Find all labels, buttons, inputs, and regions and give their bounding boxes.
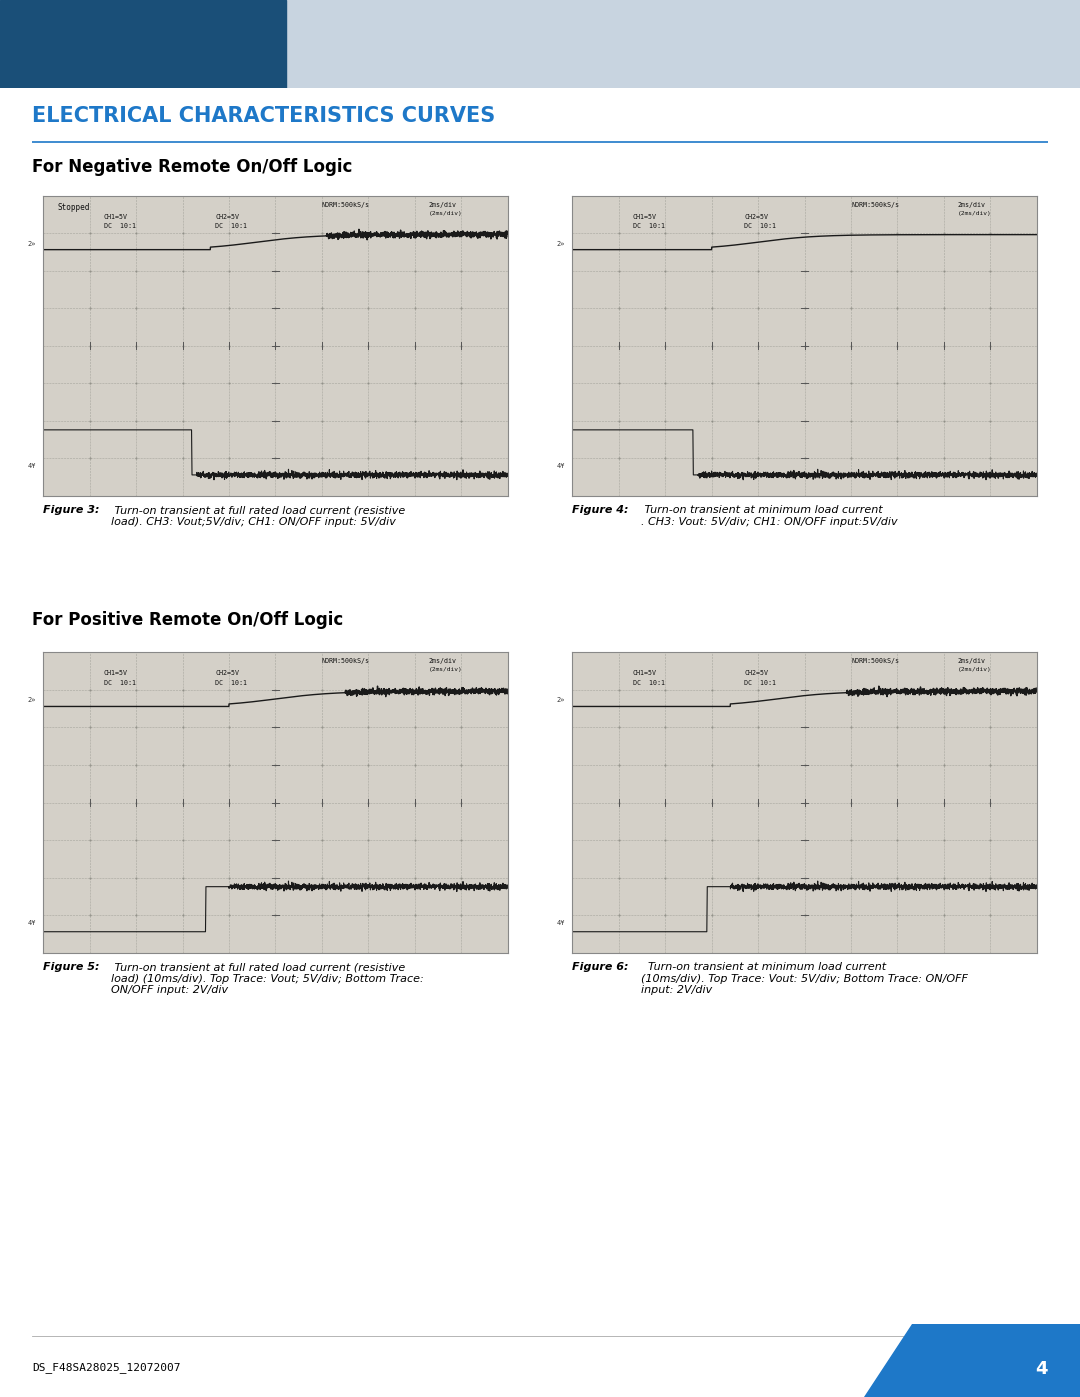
Text: DC  10:1: DC 10:1 <box>215 680 247 686</box>
Text: Figure 4:: Figure 4: <box>572 506 629 515</box>
Text: DC  10:1: DC 10:1 <box>104 680 136 686</box>
Text: Figure 5:: Figure 5: <box>43 963 99 972</box>
Text: CH2=5V: CH2=5V <box>744 214 768 219</box>
Text: 2»: 2» <box>28 697 37 704</box>
Text: DC  10:1: DC 10:1 <box>633 680 665 686</box>
Text: For Negative Remote On/Off Logic: For Negative Remote On/Off Logic <box>32 158 353 176</box>
Text: CH1=5V: CH1=5V <box>104 214 127 219</box>
Text: 2»: 2» <box>557 240 566 247</box>
Text: 4: 4 <box>1035 1361 1048 1379</box>
Text: (2ms/div): (2ms/div) <box>429 211 462 215</box>
Text: NORM:500kS/s: NORM:500kS/s <box>322 201 369 208</box>
Text: 4¥: 4¥ <box>557 919 566 926</box>
Text: 2»: 2» <box>557 697 566 704</box>
Text: Turn-on transient at minimum load current
(10ms/div). Top Trace: Vout: 5V/div; B: Turn-on transient at minimum load curren… <box>640 963 968 995</box>
Text: CH1=5V: CH1=5V <box>633 671 657 676</box>
Text: CH1=5V: CH1=5V <box>104 671 127 676</box>
Text: DC  10:1: DC 10:1 <box>744 224 777 229</box>
Text: DC  10:1: DC 10:1 <box>104 224 136 229</box>
Text: CH2=5V: CH2=5V <box>215 214 239 219</box>
Text: 2ms/div: 2ms/div <box>958 201 986 208</box>
Text: DC  10:1: DC 10:1 <box>215 224 247 229</box>
Text: 2»: 2» <box>28 240 37 247</box>
Text: NORM:500kS/s: NORM:500kS/s <box>851 658 899 665</box>
Text: NORM:500kS/s: NORM:500kS/s <box>322 658 369 665</box>
Text: CH2=5V: CH2=5V <box>215 671 239 676</box>
Text: 4¥: 4¥ <box>28 462 37 469</box>
Text: 2ms/div: 2ms/div <box>958 658 986 665</box>
Text: Turn-on transient at full rated load current (resistive
load). CH3: Vout;5V/div;: Turn-on transient at full rated load cur… <box>111 506 406 527</box>
Bar <box>0 0 286 88</box>
Text: Turn-on transient at minimum load current
. CH3: Vout: 5V/div; CH1: ON/OFF input: Turn-on transient at minimum load curren… <box>640 506 897 527</box>
Text: 2ms/div: 2ms/div <box>429 658 457 665</box>
Text: NORM:500kS/s: NORM:500kS/s <box>851 201 899 208</box>
Text: 4¥: 4¥ <box>28 919 37 926</box>
Text: (2ms/div): (2ms/div) <box>958 211 991 215</box>
Text: CH2=5V: CH2=5V <box>744 671 768 676</box>
Text: DC  10:1: DC 10:1 <box>744 680 777 686</box>
Text: 2ms/div: 2ms/div <box>429 201 457 208</box>
Text: For Positive Remote On/Off Logic: For Positive Remote On/Off Logic <box>32 612 343 629</box>
Text: DC  10:1: DC 10:1 <box>633 224 665 229</box>
Text: ELECTRICAL CHARACTERISTICS CURVES: ELECTRICAL CHARACTERISTICS CURVES <box>32 106 496 126</box>
Text: 4¥: 4¥ <box>557 462 566 469</box>
Polygon shape <box>864 1324 1080 1397</box>
Text: (2ms/div): (2ms/div) <box>429 668 462 672</box>
Text: DS_F48SA28025_12072007: DS_F48SA28025_12072007 <box>32 1362 181 1373</box>
Text: Stopped: Stopped <box>57 203 90 212</box>
Text: (2ms/div): (2ms/div) <box>958 668 991 672</box>
Text: Turn-on transient at full rated load current (resistive
load) (10ms/div). Top Tr: Turn-on transient at full rated load cur… <box>111 963 424 995</box>
Text: CH1=5V: CH1=5V <box>633 214 657 219</box>
Text: Figure 6:: Figure 6: <box>572 963 629 972</box>
Text: Figure 3:: Figure 3: <box>43 506 99 515</box>
